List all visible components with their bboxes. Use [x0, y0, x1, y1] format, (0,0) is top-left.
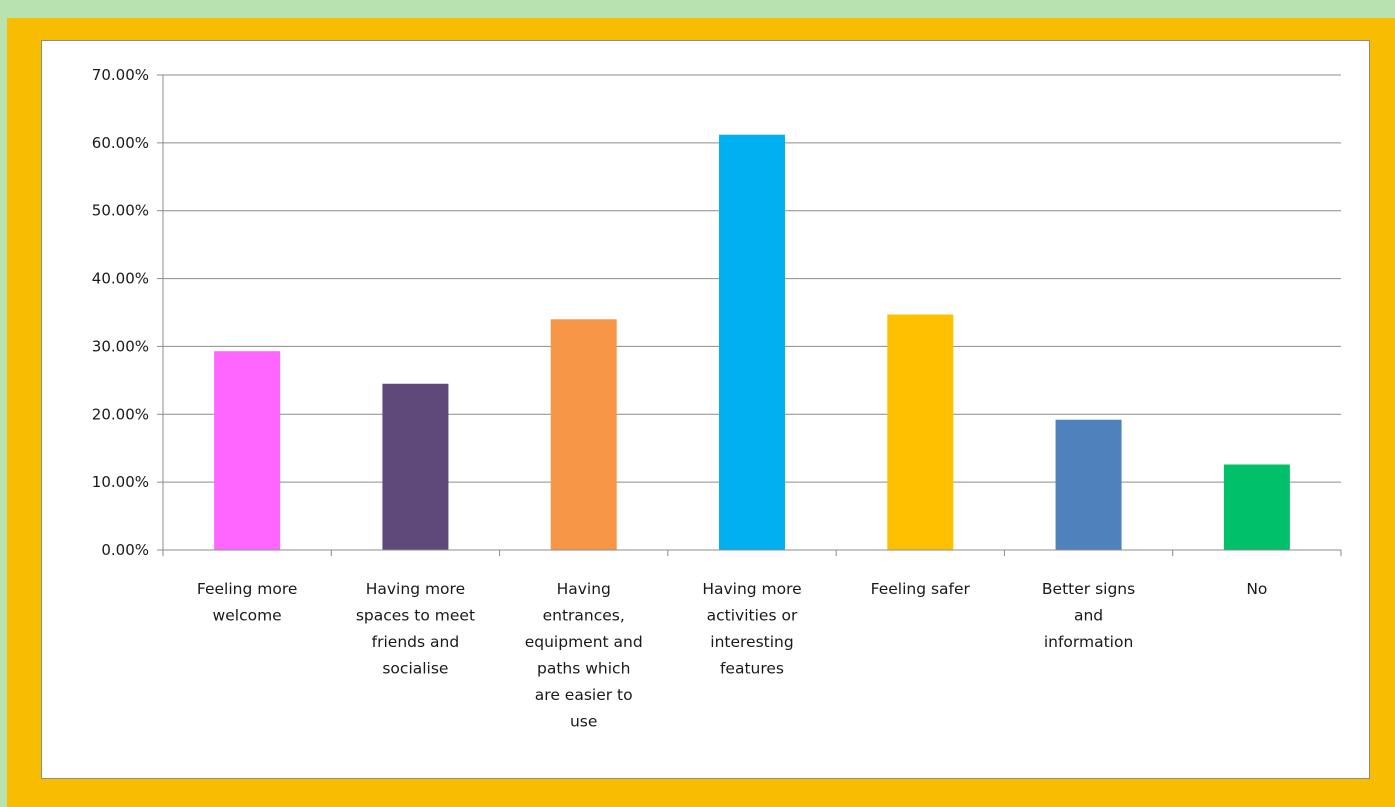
- bar: [550, 319, 617, 550]
- bar: [887, 314, 954, 550]
- x-category-label: features: [720, 660, 784, 678]
- bar: [1223, 464, 1290, 550]
- y-tick-label: 0.00%: [101, 541, 149, 559]
- bar: [214, 351, 281, 550]
- x-category-label: friends and: [372, 633, 460, 651]
- y-tick-label: 20.00%: [92, 405, 149, 423]
- bar: [719, 134, 785, 550]
- bar: [1055, 419, 1122, 550]
- x-category-label: Having more: [702, 580, 801, 598]
- x-category-label: use: [570, 713, 597, 731]
- x-category-label: welcome: [213, 607, 282, 625]
- x-category-label: interesting: [710, 633, 793, 651]
- y-tick-label: 40.00%: [92, 270, 149, 288]
- x-category-label: information: [1044, 633, 1133, 651]
- x-category-label: Feeling more: [197, 580, 298, 598]
- x-category-label: Having more: [366, 580, 465, 598]
- x-category-label: spaces to meet: [356, 607, 475, 625]
- x-category-label: No: [1246, 580, 1267, 598]
- x-category-label: entrances,: [543, 607, 625, 625]
- x-category-label: socialise: [382, 660, 448, 678]
- x-category-label: and: [1074, 607, 1103, 625]
- x-category-label: paths which: [537, 660, 630, 678]
- y-tick-label: 60.00%: [92, 134, 149, 152]
- x-category-label: Feeling safer: [871, 580, 971, 598]
- bar: [382, 383, 449, 550]
- y-tick-label: 10.00%: [92, 473, 149, 491]
- x-category-label: are easier to: [535, 686, 633, 704]
- y-tick-label: 30.00%: [92, 337, 149, 355]
- x-category-label: activities or: [707, 607, 798, 625]
- y-tick-label: 50.00%: [92, 202, 149, 220]
- x-category-label: Having: [557, 580, 611, 598]
- y-tick-label: 70.00%: [92, 66, 149, 84]
- x-category-label: Better signs: [1042, 580, 1135, 598]
- x-category-label: equipment and: [525, 633, 643, 651]
